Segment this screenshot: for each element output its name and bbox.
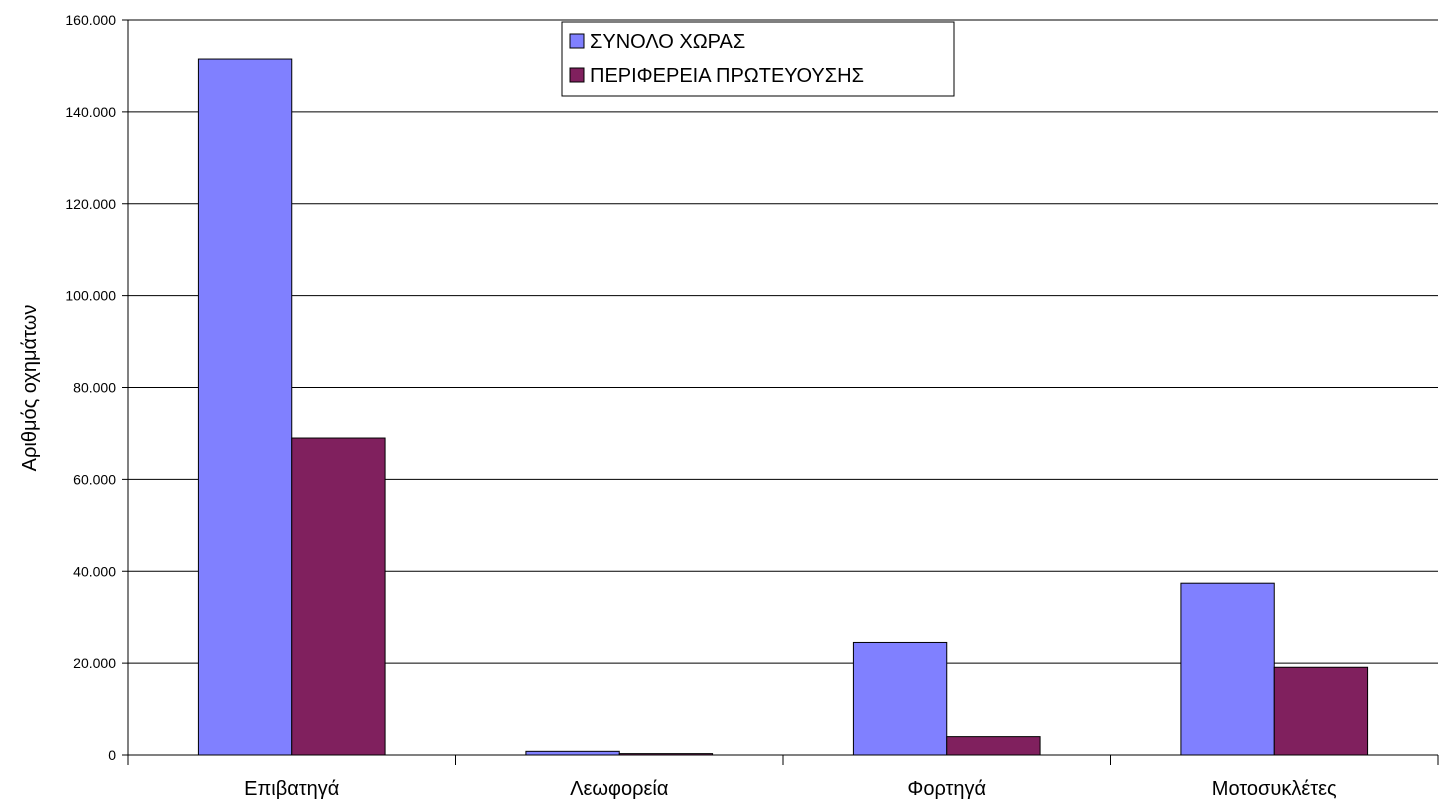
x-tick-label-1: Λεωφορεία xyxy=(570,778,668,800)
legend-swatch-synolo-xoras xyxy=(569,33,585,49)
x-tick-labels: Επιβατηγά Λεωφορεία Φορτηγά Μοτοσυκλέτες xyxy=(127,755,1439,800)
y-tick-label-3: 60.000 xyxy=(73,471,116,487)
y-tick-label-0: 0 xyxy=(108,747,116,763)
y-tick-label-8: 160.000 xyxy=(65,12,116,28)
x-tick-label-2: Φορτηγά xyxy=(907,778,986,800)
bar-series1-cat3 xyxy=(1273,666,1369,756)
legend-label-synolo-xoras: ΣΥΝΟΛΟ ΧΩΡΑΣ xyxy=(590,31,745,53)
y-tick-label-1: 20.000 xyxy=(73,655,116,671)
legend-swatch-perifereia-proteyousis xyxy=(569,67,585,83)
bar-series0-cat2 xyxy=(852,641,948,756)
bar-series1-cat0 xyxy=(291,437,386,756)
x-tick-label-0: Επιβατηγά xyxy=(244,778,339,800)
bar-series1-cat2 xyxy=(946,736,1041,756)
y-tick-labels: 0 20.000 40.000 60.000 80.000 100.000 120.000 1… xyxy=(65,12,128,763)
bars xyxy=(197,58,1369,756)
bar-series0-cat1 xyxy=(525,750,620,756)
legend: ΣΥΝΟΛΟ ΧΩΡΑΣ ΠΕΡΙΦΕΡΕΙΑ ΠΡΩΤΕΥΟΥΣΗΣ xyxy=(561,21,955,97)
x-tick-label-3: Μοτοσυκλέτες xyxy=(1212,778,1337,800)
legend-label-perifereia-proteyousis: ΠΕΡΙΦΕΡΕΙΑ ΠΡΩΤΕΥΟΥΣΗΣ xyxy=(590,65,864,87)
y-tick-label-2: 40.000 xyxy=(73,563,116,579)
y-tick-label-4: 80.000 xyxy=(73,380,116,396)
y-axis-title: Αριθμός οχημάτων xyxy=(19,305,41,472)
bar-series0-cat0 xyxy=(197,58,293,756)
y-tick-label-5: 100.000 xyxy=(65,288,116,304)
bar-series0-cat3 xyxy=(1180,582,1275,756)
y-tick-label-6: 120.000 xyxy=(65,196,116,212)
legend-box xyxy=(561,21,955,97)
y-tick-label-7: 140.000 xyxy=(65,104,116,120)
